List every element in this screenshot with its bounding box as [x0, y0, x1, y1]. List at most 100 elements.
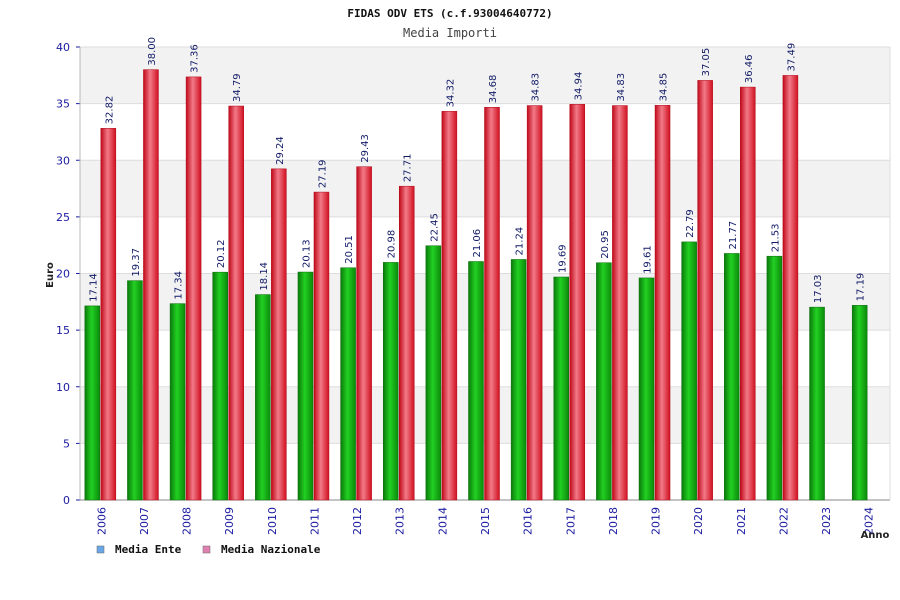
x-tick-label: 2013 — [394, 507, 407, 535]
data-label: 22.79 — [685, 209, 696, 238]
y-tick-label: 10 — [56, 381, 70, 394]
bar-media-nazionale — [612, 105, 628, 501]
data-label: 17.34 — [174, 271, 185, 300]
bar-media-ente — [851, 305, 868, 501]
bar-media-nazionale — [484, 106, 500, 501]
y-axis-label: Euro — [45, 262, 56, 288]
data-label: 34.83 — [616, 73, 627, 102]
x-tick-label: 2007 — [138, 507, 151, 535]
data-label: 20.13 — [301, 239, 312, 268]
bar-media-ente — [382, 262, 399, 501]
y-tick-label: 5 — [63, 437, 70, 450]
data-label: 21.53 — [770, 224, 781, 253]
bar-media-nazionale — [228, 105, 244, 501]
y-tick-label: 35 — [56, 98, 70, 111]
bar-media-nazionale — [740, 86, 756, 501]
x-tick-label: 2017 — [564, 507, 577, 535]
x-tick-label: 2011 — [308, 507, 321, 535]
data-label: 17.03 — [813, 274, 824, 303]
data-label: 27.71 — [403, 154, 414, 183]
data-label: 19.61 — [643, 245, 654, 274]
bar-media-ente — [468, 261, 484, 501]
data-label: 32.82 — [104, 96, 115, 125]
x-tick-label: 2006 — [95, 507, 108, 535]
data-label: 37.36 — [190, 44, 201, 73]
data-label: 38.00 — [147, 37, 158, 66]
bar-media-ente — [84, 305, 101, 501]
data-label: 20.98 — [387, 230, 398, 259]
bar-media-ente — [212, 271, 228, 501]
data-label: 17.19 — [856, 273, 867, 302]
bar-media-ente — [340, 267, 356, 501]
data-label: 37.05 — [701, 48, 712, 77]
data-label: 21.24 — [515, 227, 526, 256]
bar-media-nazionale — [100, 128, 117, 501]
grid-band — [80, 47, 890, 104]
legend-swatch — [202, 545, 211, 554]
bar-media-nazionale — [697, 80, 713, 501]
x-tick-label: 2021 — [735, 507, 748, 535]
data-label: 22.45 — [429, 213, 440, 242]
data-label: 34.79 — [232, 73, 243, 102]
bar-media-ente — [553, 276, 570, 501]
data-label: 34.83 — [531, 73, 542, 102]
bar-media-ente — [425, 245, 442, 501]
x-tick-label: 2008 — [181, 507, 194, 535]
data-label: 34.68 — [488, 75, 499, 104]
x-tick-label: 2009 — [223, 507, 236, 535]
data-label: 29.43 — [360, 134, 371, 163]
data-label: 19.69 — [557, 244, 568, 273]
y-tick-label: 25 — [56, 211, 70, 224]
x-tick-label: 2015 — [479, 507, 492, 535]
legend-swatch — [96, 545, 105, 554]
bar-media-ente — [638, 277, 655, 501]
bar-media-ente — [297, 271, 314, 501]
bar-media-nazionale — [569, 104, 586, 501]
data-label: 20.12 — [216, 240, 227, 269]
x-tick-label: 2022 — [777, 507, 790, 535]
legend: Media Ente Media Nazionale — [96, 543, 321, 556]
bar-media-nazionale — [398, 185, 415, 501]
data-label: 37.49 — [786, 43, 797, 72]
data-label: 21.77 — [728, 221, 739, 250]
bar-media-nazionale — [356, 166, 372, 501]
y-tick-label: 40 — [56, 41, 70, 54]
data-label: 17.14 — [88, 273, 99, 302]
legend-label: Media Nazionale — [221, 543, 321, 556]
y-tick-label: 0 — [63, 494, 70, 507]
bar-media-ente — [127, 280, 143, 501]
data-label: 20.95 — [600, 230, 611, 259]
x-tick-label: 2023 — [820, 507, 833, 535]
chart-title: FIDAS ODV ETS (c.f.93004640772) — [347, 7, 552, 20]
bar-media-ente — [596, 262, 612, 501]
chart-subtitle: Media Importi — [403, 26, 497, 40]
bar-media-nazionale — [143, 69, 159, 501]
bar-media-ente — [510, 259, 527, 501]
data-label: 34.32 — [445, 79, 456, 108]
data-label: 34.94 — [573, 72, 584, 101]
data-label: 19.37 — [131, 248, 142, 277]
bar-media-ente — [169, 303, 186, 501]
bar-media-ente — [766, 255, 783, 501]
data-label: 21.06 — [472, 229, 483, 258]
legend-label: Media Ente — [115, 543, 182, 556]
x-tick-label: 2019 — [650, 507, 663, 535]
bar-media-nazionale — [526, 105, 543, 501]
bar-media-ente — [681, 241, 697, 501]
x-axis-label: Anno — [861, 530, 890, 541]
bar-media-nazionale — [185, 76, 202, 501]
x-tick-label: 2024 — [863, 507, 876, 535]
data-label: 34.85 — [659, 73, 670, 102]
data-label: 27.19 — [317, 159, 328, 188]
x-tick-label: 2014 — [436, 507, 449, 535]
y-tick-label: 15 — [56, 324, 70, 337]
plot-area: 0 5 10 15 20 25 30 35 40 17.14 32.82 2006 19.37 38.00… — [56, 37, 891, 535]
x-tick-label: 2012 — [351, 507, 364, 535]
data-label: 36.46 — [744, 54, 755, 83]
data-label: 18.14 — [259, 262, 270, 291]
bar-media-ente — [255, 294, 271, 501]
y-tick-label: 20 — [56, 268, 70, 281]
x-tick-label: 2020 — [692, 507, 705, 535]
bar-media-ente — [724, 253, 740, 501]
